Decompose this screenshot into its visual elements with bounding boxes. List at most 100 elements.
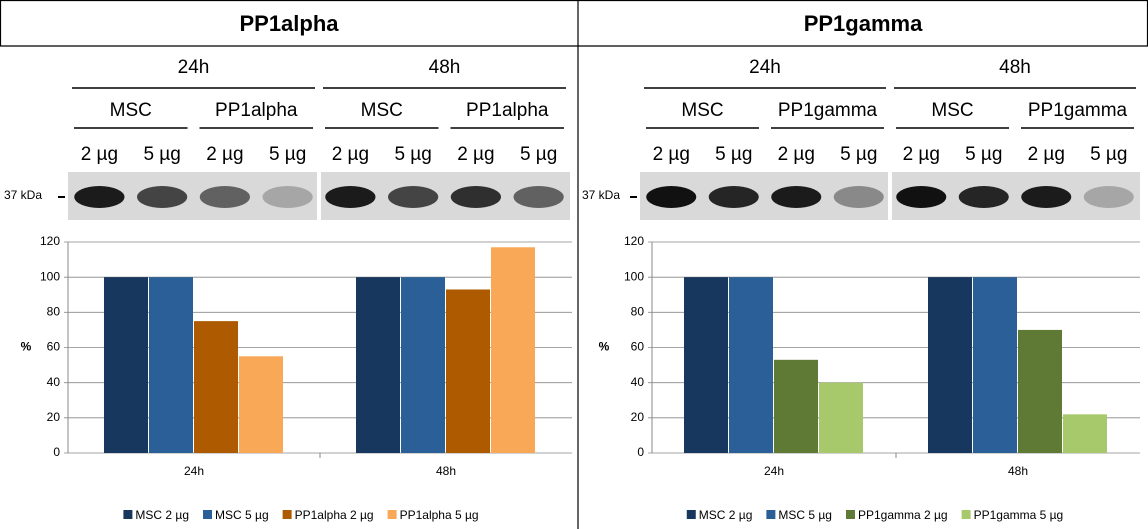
y-tick-label: 40 [47, 375, 61, 389]
legend-swatch [203, 510, 212, 519]
y-tick-label: 40 [631, 375, 645, 389]
dose-label: 5 µg [715, 144, 752, 165]
blot-band [834, 186, 884, 208]
blot-band [325, 186, 375, 208]
blot-band [896, 186, 946, 208]
dose-label: 2 µg [81, 144, 118, 165]
legend-label: MSC 2 µg [699, 508, 753, 522]
y-tick-label: 120 [40, 234, 60, 248]
y-tick-label: 80 [47, 305, 61, 319]
legend-label: PP1gamma 5 µg [974, 508, 1064, 522]
bar [928, 277, 972, 453]
dose-label: 2 µg [1028, 144, 1065, 165]
legend-label: PP1alpha 5 µg [400, 508, 479, 522]
bar [104, 277, 148, 453]
dose-label: 5 µg [394, 144, 431, 165]
blot-band [263, 186, 313, 208]
y-tick-label: 0 [53, 445, 60, 459]
marker-label: 37 kDa [582, 188, 620, 202]
blot-band [514, 186, 564, 208]
time-label: 48h [999, 57, 1031, 78]
panel-title: PP1gamma [804, 11, 923, 36]
dose-label: 2 µg [778, 144, 815, 165]
blot-band [388, 186, 438, 208]
bar [239, 356, 283, 453]
dose-label: 2 µg [332, 144, 369, 165]
y-tick-label: 0 [637, 445, 644, 459]
legend-label: MSC 5 µg [778, 508, 832, 522]
legend-swatch [766, 510, 775, 519]
dose-label: 2 µg [903, 144, 940, 165]
bar [401, 277, 445, 453]
y-tick-label: 20 [631, 410, 645, 424]
bar [149, 277, 193, 453]
time-label: 48h [429, 57, 461, 78]
x-tick-label: 24h [764, 464, 784, 478]
time-label: 24h [178, 57, 210, 78]
group-label: MSC [361, 100, 403, 121]
legend-label: MSC 5 µg [215, 508, 269, 522]
legend-swatch [846, 510, 855, 519]
y-tick-label: 20 [47, 410, 61, 424]
legend-label: MSC 2 µg [135, 508, 189, 522]
blot-band [137, 186, 187, 208]
y-axis-label: % [21, 340, 32, 354]
y-tick-label: 60 [47, 340, 61, 354]
y-tick-label: 100 [624, 269, 644, 283]
y-tick-label: 80 [631, 305, 645, 319]
bar [774, 360, 818, 453]
y-tick-label: 120 [624, 234, 644, 248]
y-axis-label: % [599, 340, 610, 354]
blot-band [200, 186, 250, 208]
bar [356, 277, 400, 453]
time-label: 24h [749, 57, 781, 78]
marker-label: 37 kDa [4, 188, 42, 202]
group-label: MSC [681, 100, 723, 121]
group-label: PP1gamma [1028, 100, 1128, 121]
blot-band [709, 186, 759, 208]
dose-label: 5 µg [143, 144, 180, 165]
bar [1018, 330, 1062, 453]
blot-band [1084, 186, 1134, 208]
panel-title: PP1alpha [239, 11, 339, 36]
legend-swatch [687, 510, 696, 519]
bar [1063, 414, 1107, 453]
legend-swatch [283, 510, 292, 519]
figure: PP1alpha24h48hMSCPP1alphaMSCPP1alpha2 µg… [0, 0, 1148, 529]
dose-label: 2 µg [457, 144, 494, 165]
group-label: PP1gamma [778, 100, 878, 121]
blot-band [1021, 186, 1071, 208]
x-tick-label: 48h [1008, 464, 1028, 478]
blot-band [646, 186, 696, 208]
legend-swatch [123, 510, 132, 519]
legend-swatch [388, 510, 397, 519]
bar [973, 277, 1017, 453]
dose-label: 5 µg [520, 144, 557, 165]
group-label: PP1alpha [215, 100, 298, 121]
dose-label: 2 µg [206, 144, 243, 165]
dose-label: 2 µg [653, 144, 690, 165]
dose-label: 5 µg [1090, 144, 1127, 165]
dose-label: 5 µg [840, 144, 877, 165]
bar [729, 277, 773, 453]
blot-band [451, 186, 501, 208]
legend-swatch [962, 510, 971, 519]
group-label: MSC [110, 100, 152, 121]
blot-band [771, 186, 821, 208]
bar [194, 321, 238, 453]
y-tick-label: 60 [631, 340, 645, 354]
x-tick-label: 48h [436, 464, 456, 478]
bar [684, 277, 728, 453]
blot-band [959, 186, 1009, 208]
dose-label: 5 µg [269, 144, 306, 165]
x-tick-label: 24h [184, 464, 204, 478]
bar [491, 247, 535, 453]
bar [819, 383, 863, 453]
bar [446, 289, 490, 453]
y-tick-label: 100 [40, 269, 60, 283]
group-label: MSC [931, 100, 973, 121]
blot-band [74, 186, 124, 208]
dose-label: 5 µg [965, 144, 1002, 165]
legend-label: PP1alpha 2 µg [295, 508, 374, 522]
legend-label: PP1gamma 2 µg [858, 508, 948, 522]
